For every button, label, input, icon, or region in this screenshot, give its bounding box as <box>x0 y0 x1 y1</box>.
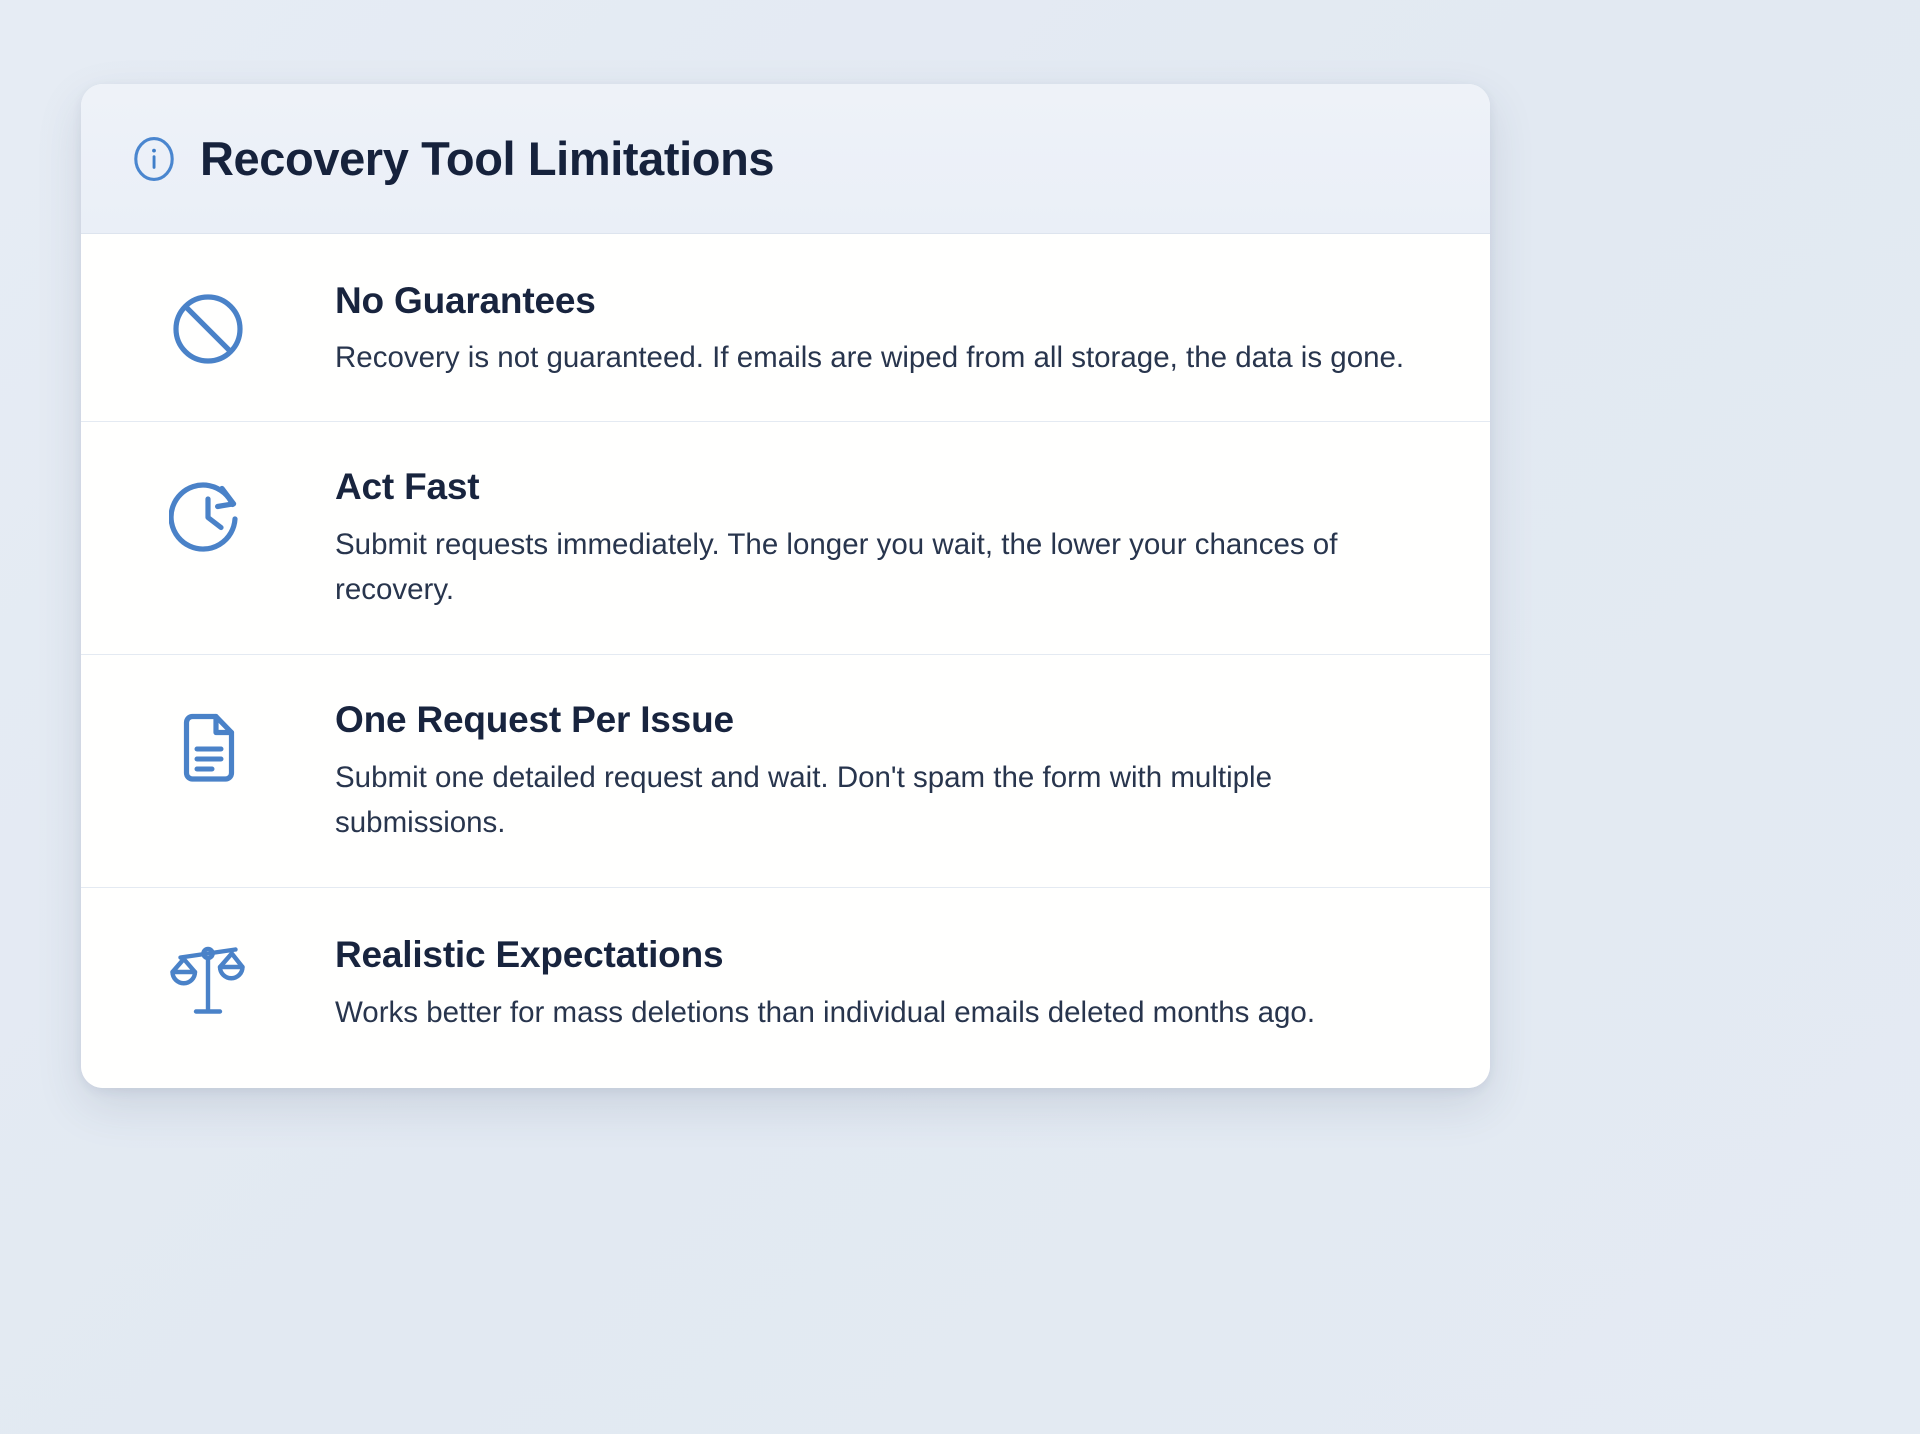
balance-scales-icon <box>169 940 247 1018</box>
card-header: Recovery Tool Limitations <box>81 84 1490 234</box>
prohibition-icon <box>169 290 247 368</box>
limitation-description: Submit one detailed request and wait. Do… <box>335 760 1272 839</box>
limitation-title: No Guarantees <box>335 280 596 321</box>
info-circle-icon <box>131 136 177 182</box>
limitation-title: Act Fast <box>335 466 480 508</box>
limitation-row-one-request: One Request Per Issue Submit one detaile… <box>81 655 1490 889</box>
document-icon <box>169 709 247 787</box>
limitation-title: Realistic Expectations <box>335 934 724 976</box>
row-icon-cell <box>81 699 335 787</box>
row-icon-cell <box>81 280 335 368</box>
row-body: Realistic Expectations Works better for … <box>335 934 1434 1035</box>
limitation-row-no-guarantees: No Guarantees Recovery is not guaranteed… <box>81 234 1490 423</box>
limitation-description: Submit requests immediately. The longer … <box>335 527 1338 606</box>
page-title: Recovery Tool Limitations <box>200 132 775 185</box>
row-icon-cell <box>81 934 335 1018</box>
limitation-row-realistic-expectations: Realistic Expectations Works better for … <box>81 888 1490 1088</box>
limitation-title: One Request Per Issue <box>335 699 734 741</box>
limitation-description: Recovery is not guaranteed. If emails ar… <box>335 341 1405 375</box>
clock-restore-icon <box>168 476 247 554</box>
limitation-description: Works better for mass deletions than ind… <box>335 995 1316 1029</box>
row-body: One Request Per Issue Submit one detaile… <box>335 699 1434 845</box>
row-body: Act Fast Submit requests immediately. Th… <box>335 466 1434 612</box>
recovery-tool-limitations-card: Recovery Tool Limitations No Guarantees … <box>81 84 1490 1088</box>
limitation-row-act-fast: Act Fast Submit requests immediately. Th… <box>81 422 1490 656</box>
row-icon-cell <box>81 466 335 554</box>
row-body: No Guarantees Recovery is not guaranteed… <box>335 280 1434 381</box>
